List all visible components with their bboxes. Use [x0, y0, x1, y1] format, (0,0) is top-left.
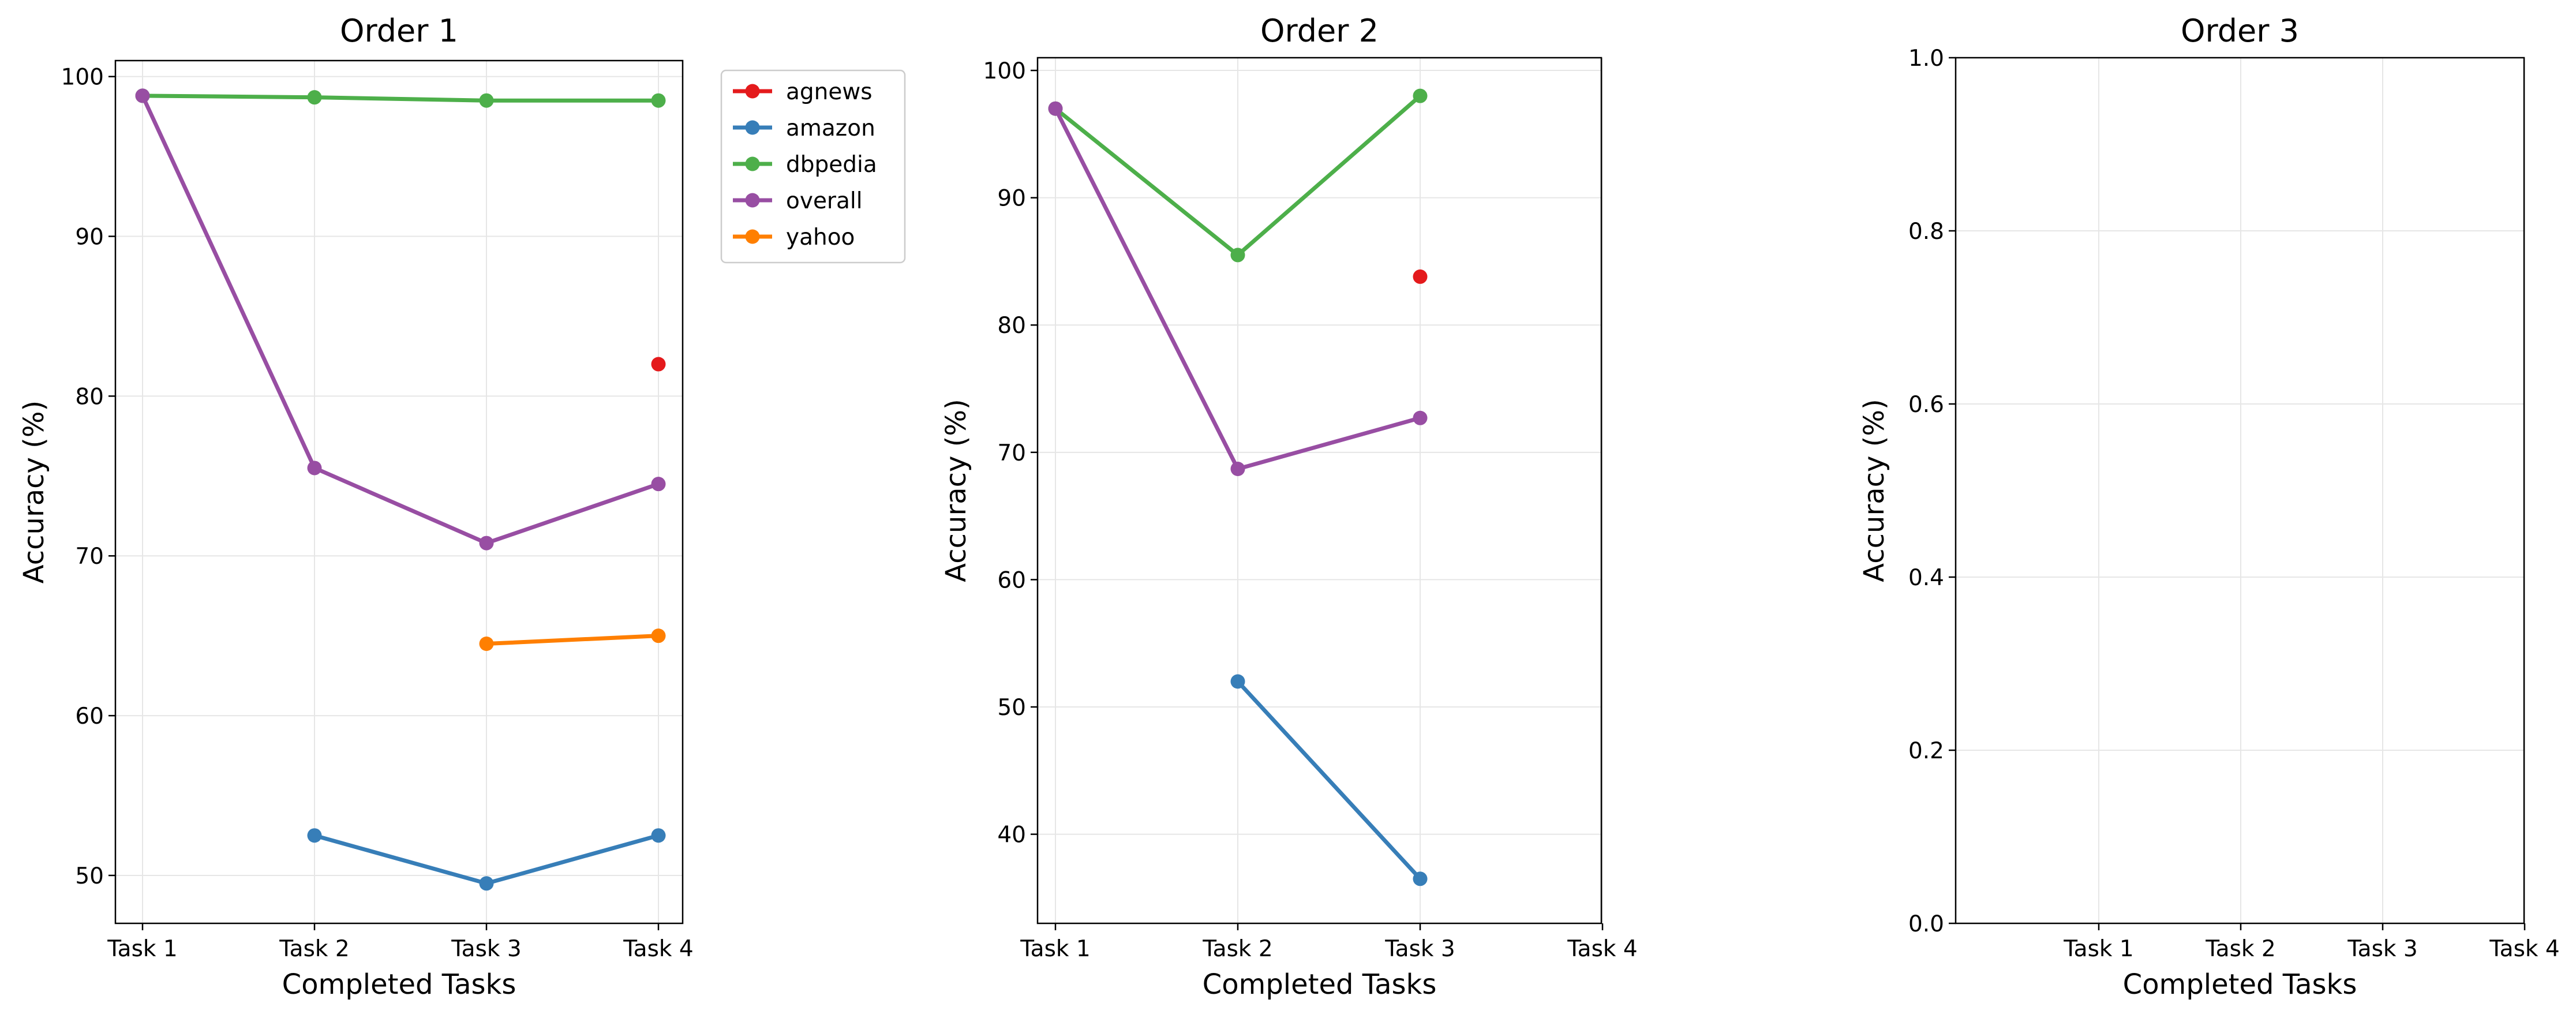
data-point-amazon	[479, 876, 494, 891]
chart-title: Order 3	[2181, 13, 2299, 49]
y-tick-label: 70	[75, 544, 104, 570]
legend-marker-dbpedia	[745, 156, 760, 171]
data-point-overall	[135, 88, 150, 103]
legend-marker-amazon	[745, 120, 760, 135]
x-tick-label: Task 3	[2347, 936, 2417, 962]
chart-panel-2: Task 1 Task 2 Task 3 Task 4 40 50 60 70 80 90 100 O…	[940, 13, 1638, 1001]
plot-frame	[1036, 57, 1602, 925]
y-tick-label: 0.2	[1908, 738, 1944, 764]
data-point-amazon	[307, 828, 322, 843]
y-axis-label: Accuracy (%)	[940, 399, 972, 582]
x-tick-label: Task 1	[2063, 936, 2133, 962]
x-tick-label: Task 1	[1020, 936, 1090, 962]
y-tick-label: 1.0	[1908, 46, 1944, 72]
x-tick-label: Task 3	[1384, 936, 1455, 962]
y-axis-label: Accuracy (%)	[1858, 399, 1890, 582]
y-tick-label: 0.0	[1908, 911, 1944, 937]
y-tick-label: 90	[75, 224, 104, 250]
y-tick-label: 80	[997, 313, 1026, 339]
x-tick-label: Task 3	[451, 936, 521, 962]
y-tick-label: 40	[997, 822, 1026, 848]
x-axis-label: Completed Tasks	[282, 968, 516, 1001]
y-axis-label: Accuracy (%)	[18, 401, 50, 583]
chart-panel-1: Task 1 Task 2 Task 3 Task 4 50 60 70 80 90 100 Ord…	[18, 13, 906, 1001]
data-point-agnews	[651, 357, 666, 372]
data-point-overall	[1048, 101, 1063, 116]
y-tick-label: 60	[75, 703, 104, 729]
legend-label-overall: overall	[786, 188, 863, 214]
legend-label-amazon: amazon	[786, 115, 875, 141]
data-point-overall	[651, 477, 666, 492]
chart-title: Order 2	[1260, 13, 1379, 49]
x-tick-label: Task 2	[1202, 936, 1272, 962]
legend: agnews amazon dbpedia overall yahoo	[720, 69, 906, 264]
plot-frame	[1955, 57, 2525, 925]
series-line-overall	[140, 93, 661, 545]
chart-panel-3: Task 1 Task 2 Task 3 Task 4 0.0 0.2 0.4 0.6 0.8 1…	[1858, 13, 2560, 1001]
data-point-dbpedia	[307, 90, 322, 105]
data-point-dbpedia	[479, 93, 494, 108]
y-tick-label: 50	[75, 863, 104, 889]
data-point-agnews	[1413, 269, 1428, 284]
y-tick-label: 80	[75, 384, 104, 410]
series-line-amazon	[1235, 679, 1422, 881]
x-tick-label: Task 4	[623, 936, 693, 962]
x-tick-label: Task 4	[2489, 936, 2559, 962]
x-tick-label: Task 2	[2205, 936, 2275, 962]
data-point-overall	[307, 461, 322, 476]
x-tick-label: Task 1	[107, 936, 177, 962]
y-tick-label: 90	[997, 186, 1026, 212]
legend-label-dbpedia: dbpedia	[786, 152, 877, 178]
data-point-overall	[1230, 462, 1245, 476]
data-point-amazon	[1230, 674, 1245, 689]
y-tick-label: 50	[997, 695, 1026, 721]
y-tick-label: 0.4	[1908, 565, 1944, 591]
data-point-dbpedia	[1230, 248, 1245, 263]
x-tick-label: Task 2	[279, 936, 349, 962]
series-line-yahoo	[484, 634, 661, 646]
x-tick-label: Task 4	[1567, 936, 1637, 962]
chart-title: Order 1	[340, 13, 458, 49]
data-point-yahoo	[479, 637, 494, 652]
legend-box	[720, 69, 906, 264]
y-tick-label: 100	[983, 58, 1026, 84]
y-tick-label: 0.6	[1908, 392, 1944, 418]
data-point-yahoo	[651, 628, 666, 643]
data-point-dbpedia	[1413, 88, 1428, 103]
x-axis-label: Completed Tasks	[1203, 968, 1437, 1001]
data-point-overall	[1413, 410, 1428, 425]
y-tick-label: 60	[997, 567, 1026, 593]
legend-marker-overall	[745, 193, 760, 208]
x-axis-label: Completed Tasks	[2123, 968, 2357, 1001]
plot-frame	[114, 59, 684, 925]
legend-marker-yahoo	[745, 229, 760, 244]
y-tick-label: 0.8	[1908, 219, 1944, 245]
legend-label-yahoo: yahoo	[786, 224, 855, 250]
legend-label-agnews: agnews	[786, 79, 873, 105]
legend-marker-agnews	[745, 84, 760, 99]
data-point-overall	[479, 536, 494, 551]
y-tick-label: 100	[61, 65, 104, 91]
data-point-amazon	[1413, 871, 1428, 886]
series-line-dbpedia	[140, 93, 661, 103]
y-tick-label: 70	[997, 440, 1026, 466]
data-point-dbpedia	[651, 93, 666, 108]
data-point-amazon	[651, 828, 666, 843]
